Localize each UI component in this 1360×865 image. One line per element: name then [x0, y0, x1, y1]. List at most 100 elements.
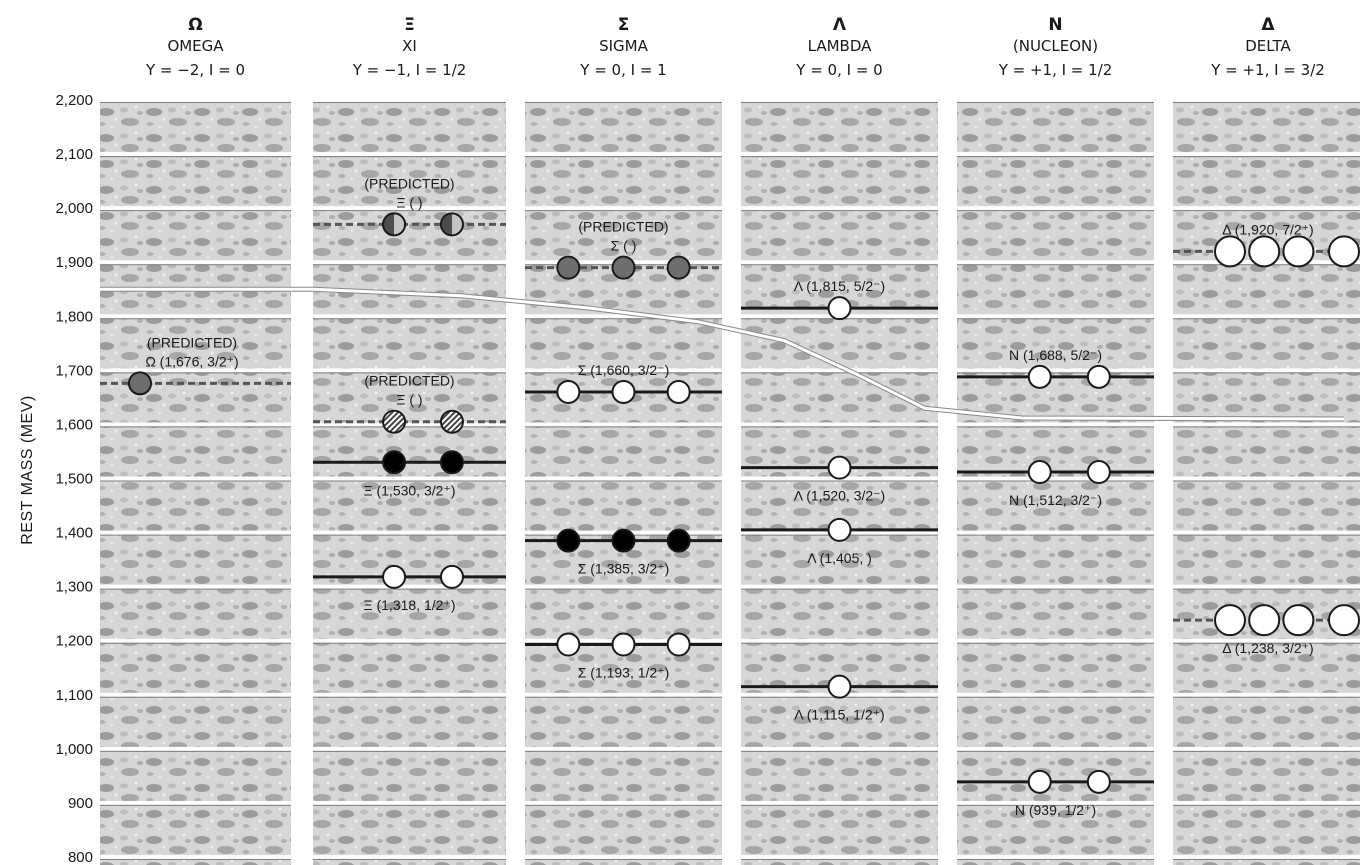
gridline [741, 368, 938, 373]
gridline [313, 584, 506, 589]
column-bg [100, 100, 291, 865]
particle-label: N (1,512, 3/2⁻) [1009, 492, 1102, 508]
gridline [525, 746, 722, 751]
column-bg [525, 100, 722, 865]
column-bg [957, 100, 1154, 865]
column-quantum-numbers: Y = +1, I = 3/2 [1210, 61, 1325, 79]
gridline [1173, 476, 1360, 481]
y-tick-label: 1,100 [55, 687, 93, 704]
gridline [957, 314, 1154, 319]
particle-marker [611, 632, 636, 657]
particle-marker [666, 379, 691, 404]
gridline [957, 530, 1154, 535]
particle-marker [556, 528, 581, 553]
particle-marker [611, 528, 636, 553]
gridline [741, 800, 938, 805]
column-quantum-numbers: Y = −1, I = 1/2 [352, 61, 467, 79]
particle-marks [100, 212, 1360, 794]
particle-label: Ξ ( ) [396, 194, 422, 210]
column-name: OMEGA [167, 37, 224, 55]
gridline [100, 98, 291, 102]
particle-label: Δ (1,920, 7/2⁺) [1222, 221, 1313, 237]
gridline [100, 476, 291, 481]
gridline [741, 422, 938, 427]
particle-marker [1027, 460, 1052, 485]
column-quantum-numbers: Y = +1, I = 1/2 [998, 61, 1113, 79]
gridline [1173, 206, 1360, 211]
particle-marker [1027, 364, 1052, 389]
particle-marker [382, 409, 407, 434]
column-quantum-numbers: Y = 0, I = 1 [579, 61, 666, 79]
gridline [100, 422, 291, 427]
column-name: SIGMA [599, 37, 649, 55]
gridline [100, 152, 291, 157]
gridline [525, 476, 722, 481]
gridline [525, 422, 722, 427]
gridline [313, 800, 506, 805]
gridline [1173, 98, 1360, 102]
particle-label: Λ (1,520, 3/2⁻) [794, 488, 885, 504]
y-tick-label: 1,700 [55, 362, 93, 379]
gridline [100, 206, 291, 211]
predicted-note: (PREDICTED) [364, 175, 454, 191]
particle-label: Δ (1,238, 3/2⁺) [1222, 640, 1313, 656]
gridline [313, 260, 506, 265]
gridline [1173, 692, 1360, 697]
gridline [313, 692, 506, 697]
column-symbol: Δ [1261, 15, 1275, 35]
gridline [313, 638, 506, 643]
y-tick-label: 1,800 [55, 308, 93, 325]
gridline [1173, 800, 1360, 805]
particle-marker [1328, 604, 1360, 637]
gridline [313, 368, 506, 373]
gridline [957, 692, 1154, 697]
particle-label: Ξ (1,530, 3/2⁺) [364, 482, 456, 498]
y-tick-label: 1,200 [55, 633, 93, 650]
y-axis-ticks: 800 900 1,000 1,100 1,200 1,300 1,400 1,500 1,60… [55, 92, 93, 865]
y-tick-label: 1,400 [55, 525, 93, 542]
gridline [525, 855, 722, 859]
predicted-note: (PREDICTED) [578, 219, 668, 235]
y-tick-label: 2,200 [55, 92, 93, 109]
gridline [313, 206, 506, 211]
gridline [957, 800, 1154, 805]
gridline [313, 422, 506, 427]
column-symbol: Ξ [404, 15, 415, 35]
gridline [957, 368, 1154, 373]
gridline [525, 98, 722, 102]
particle-marker [439, 409, 464, 434]
column-symbol: N [1048, 15, 1062, 35]
particle-marker [1282, 235, 1315, 268]
gridline [525, 206, 722, 211]
gridline [957, 260, 1154, 265]
particle-marker [382, 212, 407, 237]
particle-marker [1248, 235, 1281, 268]
particle-labels: Ω (1,676, 3/2⁺) (PREDICTED) Ξ ( ) (PREDICTE… [145, 175, 1313, 817]
particle-marker [611, 255, 636, 280]
column-name: XI [402, 37, 417, 55]
gridline [100, 530, 291, 535]
gridlines [100, 98, 1360, 860]
particle-label: Σ (1,193, 1/2⁺) [578, 664, 670, 680]
particle-label: Λ (1,815, 5/2⁻) [794, 278, 885, 294]
gridline [313, 855, 506, 859]
particle-marker [827, 674, 852, 699]
y-tick-label: 2,000 [55, 200, 93, 217]
gridline [100, 692, 291, 697]
gridline [100, 368, 291, 373]
particle-marker [666, 528, 691, 553]
column-quantum-numbers: Y = 0, I = 0 [795, 61, 882, 79]
y-tick-label: 800 [68, 849, 93, 865]
y-tick-label: 1,900 [55, 254, 93, 271]
particle-marker [1086, 769, 1111, 794]
particle-marker [439, 450, 464, 475]
particle-marker [1027, 769, 1052, 794]
column-symbol: Σ [618, 15, 630, 35]
column-name: DELTA [1245, 37, 1291, 55]
particle-label: Λ (1,405, ) [807, 550, 872, 566]
gridline [1173, 314, 1360, 319]
column-bg [741, 100, 938, 865]
particle-label: Ω (1,676, 3/2⁺) [145, 353, 238, 369]
gridline [313, 746, 506, 751]
trend-curve-line [100, 287, 1345, 421]
